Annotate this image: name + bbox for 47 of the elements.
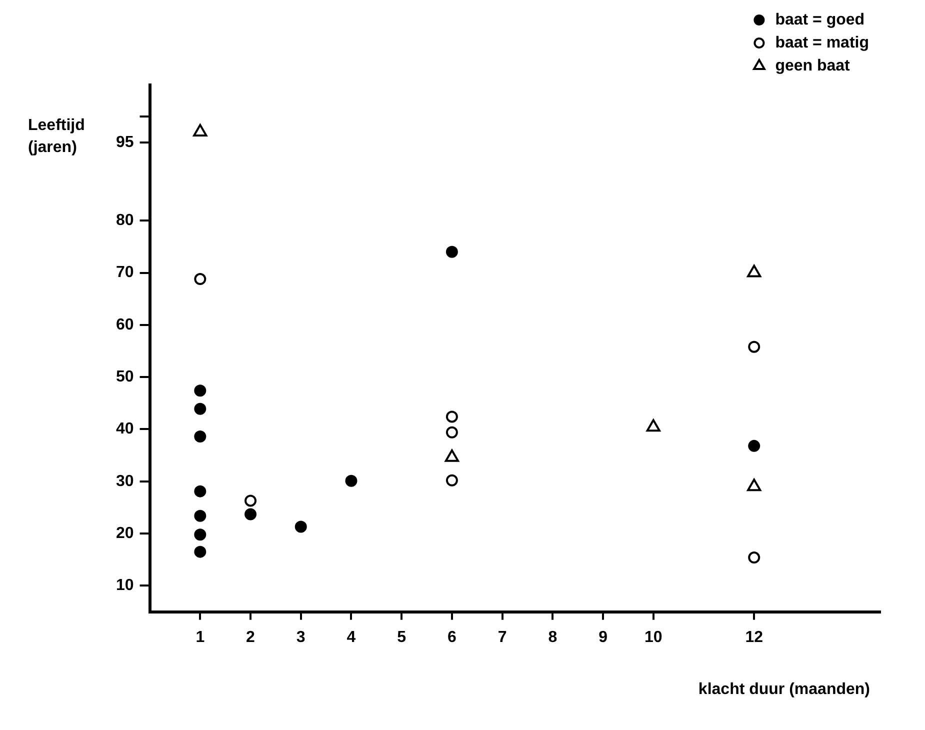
- point: [194, 430, 206, 443]
- y-tick-label: 20: [116, 524, 134, 542]
- point: [193, 124, 208, 136]
- x-tick-label: 3: [296, 628, 306, 646]
- y-axis-title: Leeftijd (jaren): [28, 117, 85, 156]
- point: [194, 510, 206, 522]
- point: [194, 402, 206, 415]
- y-tick-label: 50: [116, 368, 134, 386]
- x-tick-label: 12: [745, 628, 764, 646]
- point: [446, 410, 458, 423]
- y-tick-label: 60: [116, 316, 134, 334]
- point: [244, 494, 257, 507]
- y-tick-label: 40: [116, 420, 134, 438]
- point: [748, 340, 760, 353]
- point: [446, 474, 458, 486]
- x-tick-label: 8: [548, 628, 558, 646]
- x-axis-title: klacht duur (maanden): [698, 681, 870, 698]
- point: [194, 528, 206, 541]
- y-tick-label: 95: [116, 134, 134, 151]
- y-tick-label: 30: [116, 472, 134, 490]
- y-tick-label: 70: [116, 264, 134, 282]
- y-tick-label: 80: [116, 212, 134, 230]
- point: [194, 384, 206, 397]
- point: [194, 273, 206, 286]
- x-tick-label: 9: [598, 628, 608, 646]
- x-tick-label: 10: [644, 628, 662, 646]
- y-tick-label: 10: [116, 577, 134, 594]
- point: [244, 508, 257, 520]
- point: [446, 246, 458, 258]
- x-tick-label: 1: [196, 628, 205, 646]
- point: [748, 552, 760, 564]
- legend-label: baat = goed: [775, 11, 865, 28]
- point: [194, 485, 206, 498]
- point: [194, 546, 206, 558]
- point: [446, 426, 458, 438]
- legend-label: geen baat: [775, 57, 851, 74]
- point: [748, 440, 760, 452]
- point: [747, 264, 762, 278]
- x-tick-label: 6: [447, 628, 456, 646]
- x-tick-label: 2: [246, 628, 256, 646]
- x-tick-label: 4: [346, 628, 356, 646]
- legend-label: baat = matig: [775, 34, 870, 52]
- x-tick-label: 5: [397, 628, 406, 646]
- point: [646, 419, 660, 432]
- x-tick-label: 7: [498, 628, 507, 646]
- point: [294, 520, 307, 533]
- point: [345, 474, 358, 487]
